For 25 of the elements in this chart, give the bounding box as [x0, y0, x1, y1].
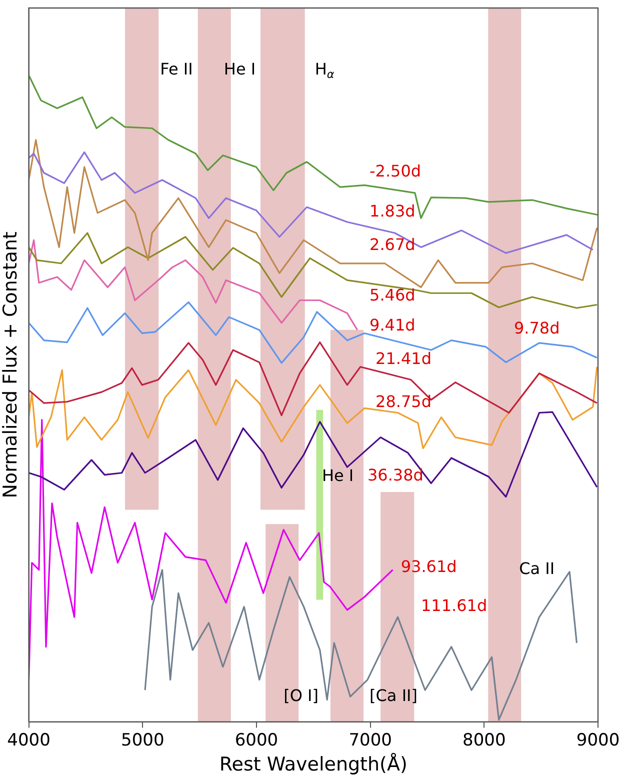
x-tick-label: 7000: [348, 730, 392, 750]
x-tick-label: 8000: [462, 730, 506, 750]
annotation: 2.67d: [370, 234, 416, 254]
annotation: 111.61d: [420, 596, 488, 616]
annotation: 93.61d: [400, 556, 457, 576]
x-axis-title: Rest Wavelength(Å): [219, 752, 408, 776]
annotation: 1.83d: [370, 201, 416, 220]
annotation: 5.46d: [370, 286, 416, 305]
annotation: -2.50d: [370, 161, 422, 180]
annotation: 28.75d: [376, 392, 432, 411]
annotation: 21.41d: [376, 349, 432, 368]
annotation: 9.41d: [370, 316, 416, 335]
annotation: He I: [322, 466, 354, 486]
annotation: 9.78d: [514, 318, 560, 338]
annotation: Fe II: [160, 59, 193, 78]
annotation: [Ca II]: [370, 686, 418, 705]
x-tick-label: 9000: [576, 730, 620, 750]
annotation: He I: [224, 59, 256, 78]
annotation: Ca II: [519, 558, 555, 578]
y-axis-title: Normalized Flux + Constant: [0, 232, 22, 498]
x-tick-label: 6000: [234, 730, 278, 750]
annotation: [O I]: [284, 686, 318, 705]
x-tick-label: 5000: [121, 730, 164, 750]
annotation: 36.38d: [367, 465, 424, 484]
x-tick-label: 4000: [7, 730, 50, 750]
